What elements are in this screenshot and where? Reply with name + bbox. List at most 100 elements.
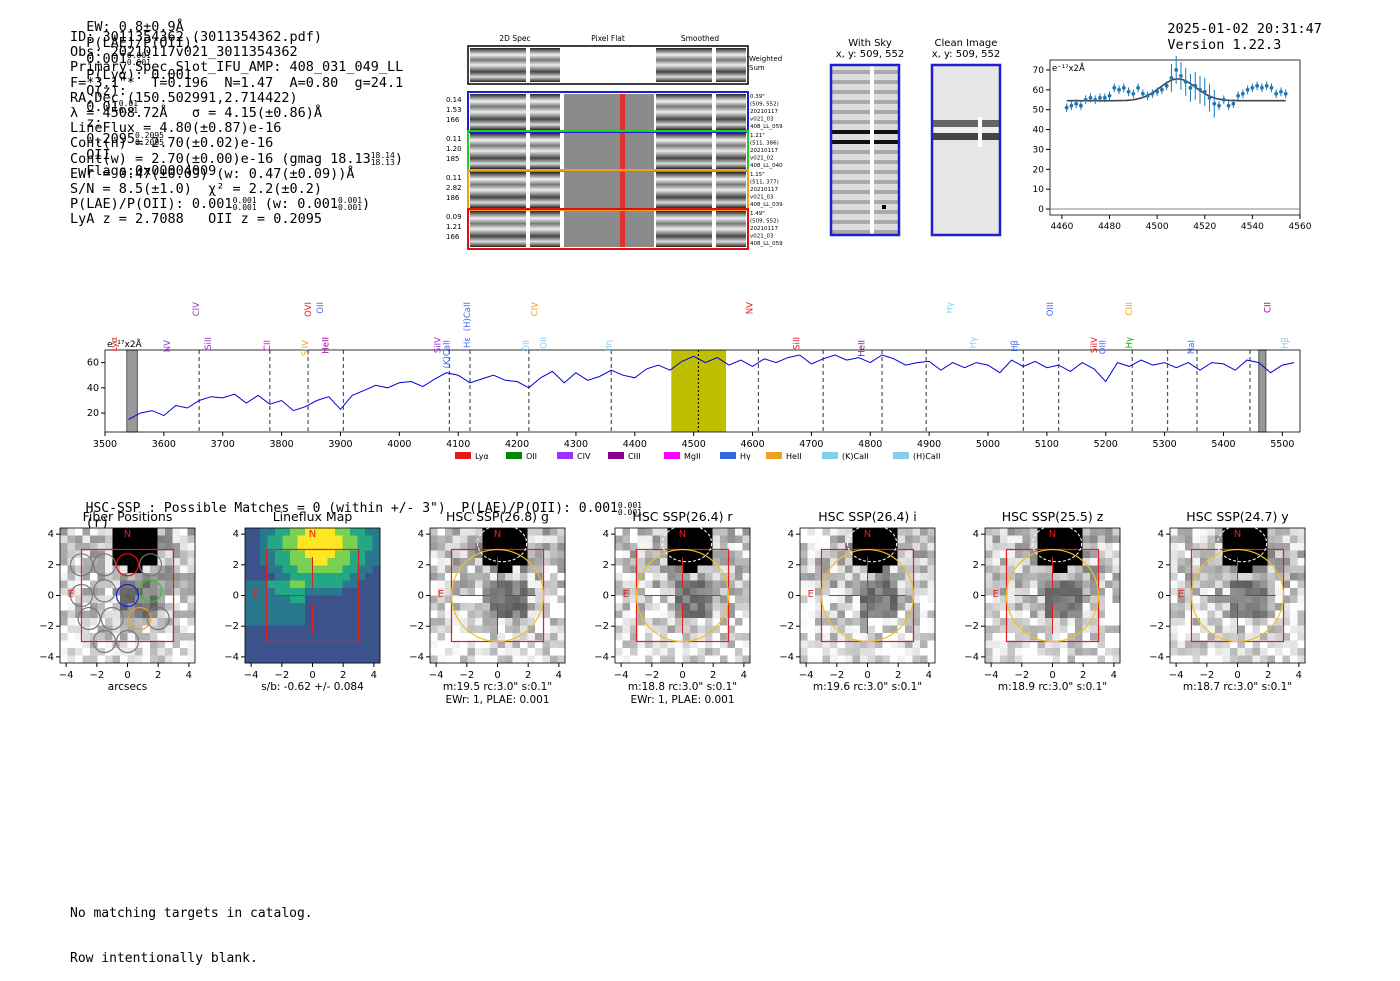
info-contw-lo: 18.13	[370, 157, 395, 167]
hsc-match-circle	[450, 548, 545, 643]
sky-stripe	[831, 200, 899, 204]
hsc-xtick-label: 2	[525, 670, 531, 681]
sky-stripe	[831, 120, 899, 124]
cutout-weighted-row	[467, 45, 749, 85]
cutout-2d-a	[470, 133, 526, 169]
emission-line-label: CII	[1264, 302, 1274, 313]
emission-line-label: CIV	[531, 302, 541, 316]
zoom-ytick-label: 70	[1033, 66, 1045, 76]
info-fwhm: F=*3.1"* T=0.196 N=1.47 A=0.80 g=24.1	[70, 74, 404, 91]
sky-stripe	[831, 180, 899, 184]
spectrum-xtick-label: 3800	[270, 439, 294, 450]
hsc-ytick-label: −2	[779, 621, 794, 632]
header-ew: EW: 0.8±0.9Å	[86, 19, 184, 35]
hsc-xtick-label: 0	[309, 670, 315, 681]
emission-line-label: (H)CaII	[463, 302, 473, 331]
zoom-spectrum-chart: 4460 4480 4500 4520 4540 4560 0 10 20 30 40 50 60 70 e…	[1033, 56, 1312, 232]
zoom-ytick-label: 0	[1038, 205, 1044, 215]
cutout-row-c: 186	[446, 194, 460, 202]
emission-line-label: Hβ	[1010, 340, 1020, 352]
hsc-xtick-label: −4	[244, 670, 259, 681]
sky-stripe	[831, 110, 899, 114]
hsc-ytick-label: −4	[409, 652, 424, 663]
spectrum-xtick-label: 4300	[564, 439, 588, 450]
zoom-point	[1131, 91, 1136, 96]
spectrum-xtick-label: 5300	[1153, 439, 1177, 450]
legend-label: OII	[526, 452, 537, 461]
hsc-caption-1: arcsecs	[108, 681, 147, 693]
cutout-row-c: 185	[446, 155, 459, 163]
sky-stripe	[831, 100, 899, 104]
cutout-2d-b	[530, 172, 560, 208]
hsc-title-hi: 0.001	[617, 500, 642, 510]
header-z-label: z:	[86, 115, 103, 131]
compass-north: N	[124, 529, 131, 540]
emission-line-label: NV	[746, 302, 756, 314]
hsc-caption-1: s/b: -0.62 +/- 0.084	[261, 681, 364, 693]
zoom-xtick-label: 4460	[1050, 222, 1073, 232]
legend-swatch	[455, 452, 471, 459]
cutout-row-meta: v021_03	[750, 195, 774, 201]
cutout-weighted-label: Weighted	[749, 55, 782, 63]
zoom-ytick-label: 60	[1033, 86, 1045, 96]
info-ewr: EWr = 0.47(±0.09) (w: 0.47(±0.09))Å	[70, 165, 355, 182]
compass-east: E	[808, 589, 814, 600]
info-plae-hi: 0.001	[232, 196, 257, 206]
hsc-xtick-label: 4	[186, 670, 192, 681]
legend-label: MgII	[684, 452, 701, 461]
spectrum-xtick-label: 5500	[1270, 439, 1294, 450]
emission-line-label: HeII	[857, 340, 867, 357]
sky-stripe	[831, 210, 899, 214]
hsc-xtick-label: −2	[829, 670, 844, 681]
compass-east: E	[993, 589, 999, 600]
legend-label: Lyα	[475, 452, 489, 461]
info-plae-row: P(LAE)/P(OII): 0.001 0.001 0.001 (w: 0.001…	[70, 196, 371, 213]
info-lineflux: LineFlux = 4.80(±0.87)e-16	[70, 120, 282, 137]
hsc-ytick-label: −4	[594, 652, 609, 663]
compass-north: N	[864, 529, 871, 540]
clean-image-label: Clean Image	[934, 38, 998, 49]
zoom-point	[1283, 91, 1288, 96]
hsc-xtick-label: 0	[1049, 670, 1055, 681]
spectrum-xtick-label: 4200	[505, 439, 529, 450]
hsc-ytick-label: 2	[418, 560, 424, 571]
spectrum-xtick-label: 3500	[93, 439, 117, 450]
cutout-row-a: 0.11	[446, 174, 462, 182]
header-z-hi: 0.2095	[135, 131, 164, 140]
hsc-xtick-label: 0	[1234, 670, 1240, 681]
sky-stripe	[831, 230, 899, 234]
cutout-row-b: 1.53	[446, 106, 462, 114]
spectrum-ytick-label: 60	[87, 358, 99, 369]
hsc-xtick-label: −4	[429, 670, 444, 681]
hsc-xtick-label: −4	[799, 670, 814, 681]
zoom-frame	[1049, 59, 1301, 216]
hsc-xtick-label: 4	[926, 670, 932, 681]
cutout-row-meta: 408_LL_040	[750, 163, 783, 169]
zoom-point	[1164, 83, 1169, 88]
cutout-flat-line	[620, 211, 625, 247]
compass-east: E	[1178, 589, 1184, 600]
compass-north: N	[1234, 529, 1241, 540]
hsc-ytick-label: −4	[964, 652, 979, 663]
emission-line-label: SiIV	[1090, 337, 1100, 353]
cutout-flat-line	[620, 133, 625, 169]
sky-thumbs	[829, 63, 1002, 237]
header-flags: Flags:0x00004009	[86, 163, 217, 179]
zoom-point	[1069, 103, 1074, 108]
cutout-row-b: 1.20	[446, 145, 462, 153]
compass-north: N	[679, 529, 686, 540]
cutout-flat	[564, 133, 654, 169]
zoom-point	[1155, 89, 1160, 94]
hsc-panel-title: HSC SSP(26.8) g	[446, 509, 549, 524]
info-id: ID: 3011354362 (3011354362.pdf)	[70, 29, 322, 45]
zoom-point	[1217, 103, 1221, 108]
cutout-row-meta: 20210117	[750, 148, 778, 154]
zoom-point	[1212, 101, 1217, 106]
zoom-point	[1179, 73, 1183, 78]
zoom-xtick-label: 4560	[1289, 222, 1312, 232]
cutout-flat	[564, 94, 654, 130]
header-version: Version 1.22.3	[1167, 37, 1282, 53]
cutout-row-meta: 408_LL_059	[750, 241, 783, 247]
spectrum-xtick-label: 5400	[1211, 439, 1235, 450]
header-plae-lo: 0.001	[126, 58, 151, 67]
